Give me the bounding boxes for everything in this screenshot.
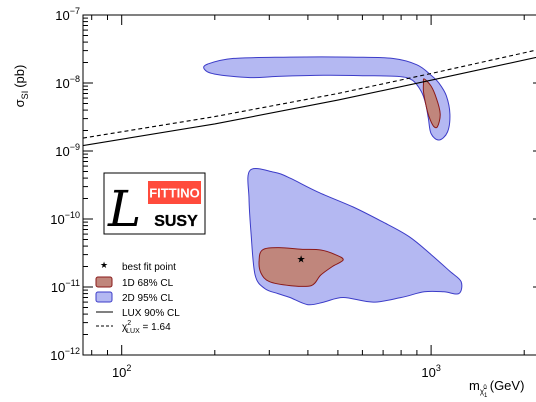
legend: ★ best fit point 1D 68% CL 2D 95% CL LUX… bbox=[95, 261, 180, 335]
legend-marker-best-fit: ★ bbox=[100, 261, 108, 271]
chi2-lux-line bbox=[83, 49, 536, 139]
best-fit-point-marker: ★ bbox=[297, 254, 306, 265]
x-tick-label: 102 bbox=[112, 363, 131, 380]
lux-90-line bbox=[83, 56, 536, 147]
axis-ticks bbox=[83, 14, 536, 356]
y-axis-title: σSI(pb) bbox=[12, 65, 30, 108]
y-tick-label: 10−11 bbox=[51, 278, 80, 295]
logo-glyph: L bbox=[107, 180, 141, 238]
fittino-susy-logo: FITTINO SUSY L bbox=[103, 172, 206, 238]
y-tick-label: 10−12 bbox=[50, 346, 80, 363]
y-tick-label: 10−10 bbox=[50, 210, 80, 227]
legend-label-best-fit: best fit point bbox=[122, 262, 176, 273]
logo-bottom-text: SUSY bbox=[154, 213, 198, 230]
logo-top-text: FITTINO bbox=[149, 186, 200, 201]
legend-label-1d: 1D 68% CL bbox=[122, 278, 174, 289]
legend-swatch-2d bbox=[95, 291, 113, 303]
contour-1d-68-upper-region bbox=[422, 78, 441, 129]
logo-red-band bbox=[148, 181, 201, 204]
y-tick-label: 10−9 bbox=[55, 142, 80, 159]
y-tick-label: 10−7 bbox=[55, 6, 80, 23]
legend-label-chi2: χ2 LUX = 1.64 bbox=[122, 320, 171, 335]
contour-1d-68-lower-region bbox=[258, 247, 344, 288]
x-tick-label: 103 bbox=[421, 363, 440, 380]
legend-label-2d: 2D 95% CL bbox=[122, 293, 174, 304]
x-axis-title: mχ̃10 (GeV) bbox=[469, 378, 524, 399]
plot-frame bbox=[82, 14, 536, 356]
contour-2d-95-upper-region bbox=[203, 56, 451, 141]
y-tick-label: 10−8 bbox=[55, 74, 80, 91]
plot-data-layer: ★ bbox=[83, 49, 536, 306]
legend-label-lux: LUX 90% CL bbox=[122, 308, 180, 319]
legend-swatch-1d bbox=[95, 276, 113, 288]
axis-tick-labels: 10−7 10−8 10−9 10−10 10−11 10−12 102 103 bbox=[50, 6, 441, 380]
